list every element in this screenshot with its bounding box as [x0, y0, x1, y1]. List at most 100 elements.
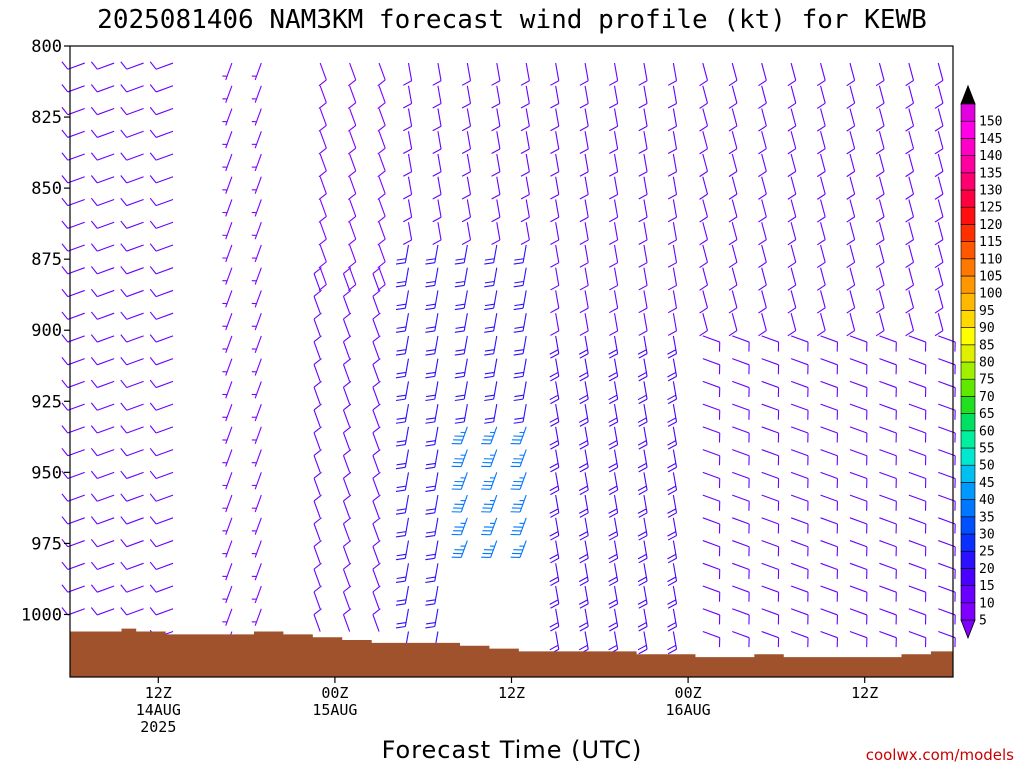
- wind-barb: [513, 381, 527, 402]
- wind-barb: [875, 267, 885, 291]
- colorbar-label: 150: [979, 115, 1002, 130]
- wind-barb: [403, 131, 413, 154]
- wind-barb: [667, 176, 678, 200]
- wind-barb: [484, 335, 498, 356]
- wind-barb: [510, 517, 527, 536]
- wind-barb: [395, 563, 410, 583]
- wind-barb: [875, 153, 885, 178]
- wind-barb: [579, 85, 589, 109]
- wind-barb: [637, 517, 648, 541]
- wind-barb: [432, 153, 442, 177]
- wind-barb: [578, 563, 589, 587]
- wind-barb: [637, 426, 648, 450]
- wind-barb: [222, 244, 233, 263]
- colorbar-label: 95: [979, 304, 995, 319]
- wind-barb: [732, 494, 750, 511]
- wind-barb: [149, 334, 174, 343]
- wind-barb: [549, 449, 560, 473]
- wind-barb: [461, 153, 472, 177]
- wind-barb: [251, 85, 262, 103]
- wind-barb: [318, 222, 327, 246]
- wind-barb: [318, 85, 327, 110]
- wind-barb: [905, 267, 915, 291]
- wind-barb: [608, 563, 619, 587]
- colorbar-swatch: [960, 310, 976, 328]
- wind-barb: [120, 152, 144, 161]
- wind-barb: [425, 540, 439, 561]
- wind-barb: [149, 447, 174, 457]
- wind-barb: [251, 494, 262, 513]
- wind-barb: [550, 85, 560, 109]
- wind-barb: [251, 290, 262, 308]
- wind-barb: [377, 244, 386, 269]
- wind-barb: [90, 357, 115, 366]
- wind-barb: [608, 517, 619, 541]
- wind-barb: [149, 288, 174, 298]
- wind-barb: [550, 267, 560, 291]
- wind-barb: [342, 608, 352, 632]
- wind-barb: [699, 62, 709, 87]
- colorbar-label: 85: [979, 338, 995, 353]
- wind-barb: [61, 84, 85, 93]
- wind-barb: [120, 220, 144, 229]
- wind-barb: [938, 403, 956, 420]
- wind-barb: [908, 631, 927, 648]
- wind-barb: [699, 267, 709, 291]
- wind-barb: [702, 403, 721, 420]
- wind-barb: [908, 471, 927, 489]
- wind-barb: [609, 244, 619, 268]
- wind-barb: [395, 517, 410, 538]
- wind-barb: [732, 631, 750, 648]
- wind-barb: [790, 335, 809, 352]
- wind-barb: [61, 129, 85, 138]
- wind-barb: [425, 313, 439, 333]
- wind-barb: [377, 153, 386, 178]
- wind-barb: [120, 311, 144, 320]
- wind-barb: [372, 449, 381, 473]
- wind-barb: [347, 85, 357, 110]
- wind-barb: [667, 631, 678, 655]
- wind-barb: [608, 494, 619, 518]
- wind-barb: [484, 381, 498, 402]
- wind-barb: [513, 313, 527, 333]
- wind-barb: [120, 538, 144, 548]
- wind-barb: [318, 244, 327, 269]
- wind-barb: [550, 131, 560, 154]
- wind-barb: [728, 222, 738, 246]
- colorbar-label: 135: [979, 166, 1002, 181]
- colorbar-swatch: [960, 602, 976, 621]
- wind-barb: [908, 608, 927, 625]
- colorbar-swatch: [960, 378, 976, 397]
- colorbar-swatch: [960, 533, 976, 552]
- wind-barb: [758, 222, 767, 246]
- y-tick-label: 800: [31, 37, 62, 57]
- wind-barb: [432, 62, 442, 86]
- wind-barb: [758, 244, 767, 269]
- wind-barb: [879, 358, 897, 375]
- wind-barb: [702, 335, 721, 352]
- wind-barb: [702, 562, 721, 579]
- wind-barb: [879, 540, 897, 557]
- wind-barb: [905, 153, 915, 178]
- wind-barb: [149, 243, 174, 252]
- wind-barb: [758, 153, 767, 178]
- wind-barb: [934, 62, 944, 87]
- wind-barb: [395, 335, 410, 356]
- wind-barb: [908, 494, 927, 511]
- wind-barb: [432, 222, 442, 245]
- wind-barb: [222, 608, 233, 626]
- wind-barb: [347, 131, 357, 155]
- wind-barb: [938, 471, 956, 489]
- wind-barb: [702, 517, 721, 534]
- wind-barb: [790, 562, 809, 579]
- wind-barb: [702, 449, 721, 466]
- x-tick-label: 00Z: [321, 684, 348, 702]
- wind-barbs: [61, 61, 956, 655]
- wind-barb: [879, 585, 897, 602]
- wind-barb: [549, 381, 560, 405]
- wind-barb: [608, 335, 619, 359]
- wind-barb: [432, 176, 442, 200]
- wind-barb: [149, 84, 174, 93]
- wind-barb: [938, 562, 956, 579]
- wind-barb: [849, 517, 868, 534]
